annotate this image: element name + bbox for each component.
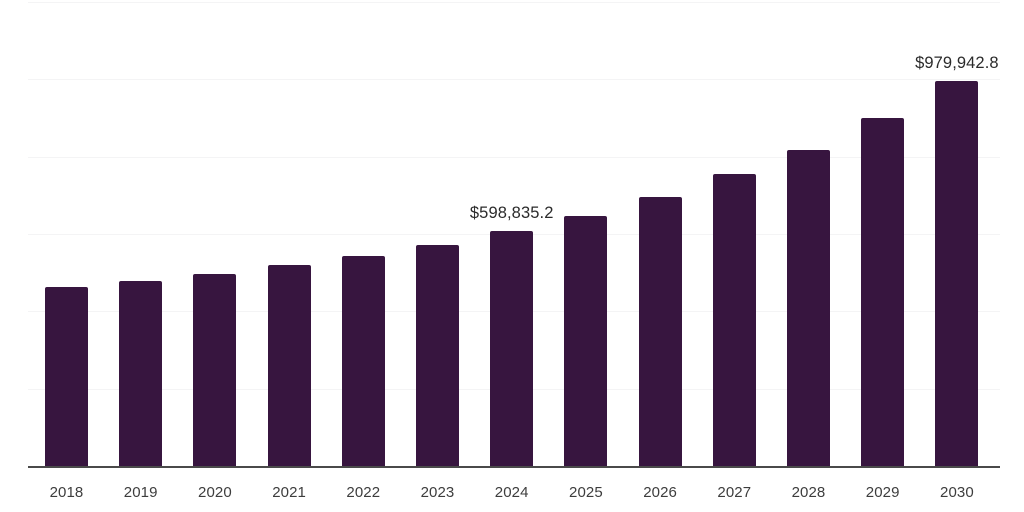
x-tick-2019: 2019	[123, 484, 158, 501]
bar-value-label-2024: $598,835.2	[469, 203, 554, 222]
gridline	[28, 156, 1000, 158]
bar-2018[interactable]	[45, 287, 88, 466]
x-tick-2022: 2022	[346, 484, 381, 501]
x-tick-2025: 2025	[569, 484, 603, 501]
bar-2028[interactable]	[787, 150, 830, 466]
x-tick-2023: 2023	[420, 484, 455, 501]
x-tick-2018: 2018	[49, 484, 84, 501]
bar-2024[interactable]	[490, 230, 534, 466]
x-tick-2027: 2027	[717, 484, 752, 501]
bar-2025[interactable]	[564, 215, 608, 466]
bar-2019[interactable]	[119, 281, 163, 466]
gridline	[28, 2, 1000, 3]
x-tick-2020: 2020	[198, 484, 232, 501]
bar-2020[interactable]	[193, 274, 237, 466]
bar-value-label-2030: $979,942.8	[915, 53, 999, 72]
x-tick-2026: 2026	[643, 484, 677, 501]
bar-2021[interactable]	[267, 265, 311, 466]
x-tick-2030: 2030	[940, 484, 974, 501]
bar-2029[interactable]	[861, 118, 905, 466]
x-tick-2021: 2021	[272, 484, 306, 501]
bar-2023[interactable]	[416, 245, 459, 466]
x-tick-2028: 2028	[791, 484, 826, 501]
x-tick-2024: 2024	[494, 484, 529, 501]
bar-2026[interactable]	[638, 197, 682, 466]
bar-2030[interactable]	[935, 80, 979, 466]
bar-2022[interactable]	[341, 256, 385, 466]
bar-2027[interactable]	[712, 174, 756, 466]
x-tick-2029: 2029	[865, 484, 900, 501]
gridline	[28, 79, 1000, 81]
x-axis-line	[28, 466, 1000, 468]
